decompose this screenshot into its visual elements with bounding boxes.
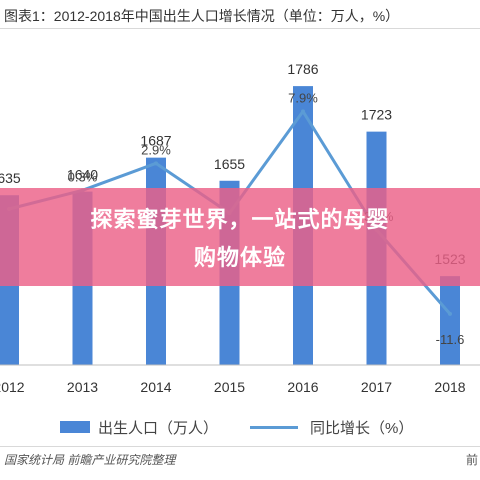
x-tick-2014: 2014	[140, 379, 171, 395]
x-tick-2012: 2012	[0, 379, 25, 395]
legend-bar-swatch	[60, 421, 90, 433]
legend: 出生人口（万人） 同比增长（%）	[0, 413, 480, 443]
bar-label-2014: 1687	[140, 133, 171, 149]
banner-line-2: 购物体验	[193, 246, 286, 271]
x-tick-2017: 2017	[361, 379, 392, 395]
source-note: 国家统计局 前瞻产业研究院整理	[4, 453, 176, 467]
bar-label-2015: 1655	[214, 156, 245, 172]
growth-label-2014: 2.9%	[141, 142, 171, 157]
legend-line-swatch	[250, 426, 298, 429]
x-tick-2013: 2013	[67, 379, 98, 395]
x-tick-2016: 2016	[287, 379, 318, 395]
bar-2018	[440, 276, 460, 365]
bar-label-2013: 1640	[67, 167, 98, 183]
bar-label-2017: 1723	[361, 107, 392, 123]
legend-bar-label: 出生人口（万人）	[98, 420, 219, 437]
growth-label-2013: 0.3%	[68, 169, 98, 184]
growth-point-2014	[154, 161, 158, 166]
title-divider	[0, 28, 480, 29]
legend-line-label: 同比增长（%）	[310, 420, 414, 437]
growth-label-2018: -11.6	[436, 332, 465, 347]
banner-line-1: 探索蜜芽世界，一站式的母婴	[90, 208, 390, 233]
growth-point-2016	[301, 109, 305, 114]
growth-label-2016: 7.9%	[288, 90, 318, 105]
growth-point-2018	[448, 311, 452, 316]
footer-divider	[0, 446, 480, 447]
promo-banner[interactable]: 探索蜜芽世界，一站式的母婴 购物体验	[0, 188, 480, 286]
chart-title: 图表1：2012-2018年中国出生人口增长情况（单位：万人，%）	[4, 8, 400, 24]
bar-label-2016: 1786	[287, 61, 318, 77]
bar-label-2012: 635	[0, 170, 21, 186]
source-logo-text: 前	[465, 453, 478, 467]
x-tick-2015: 2015	[214, 379, 245, 395]
x-tick-2018: 2018	[434, 379, 465, 395]
